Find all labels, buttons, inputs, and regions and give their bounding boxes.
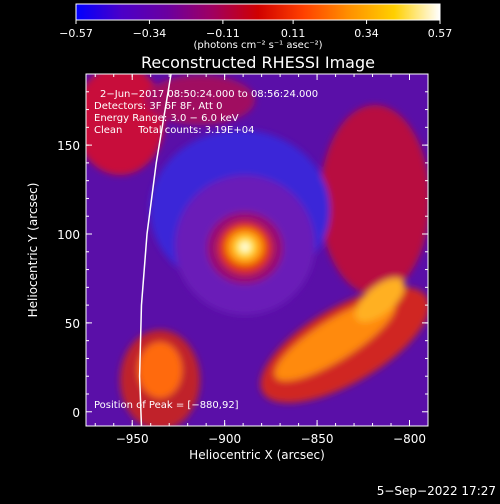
top-arc [145, 75, 255, 125]
detectors-label: Detectors: 3F 6F 8F, Att 0 [94, 101, 222, 112]
colorbar-tick-label: 0.57 [428, 27, 453, 40]
annotations: 2−Jun−2017 08:50:24.000 to 08:56:24.000 … [94, 89, 318, 411]
colorbar-tick-label: 0.11 [281, 27, 306, 40]
colorbar-tick-label: −0.57 [59, 27, 93, 40]
colorbar-tick-label: −0.34 [133, 27, 167, 40]
colorbar-tick-label: −0.11 [206, 27, 240, 40]
y-tick-label: 100 [57, 228, 80, 242]
colorbar-unit-label: (photons cm⁻² s⁻¹ asec⁻²) [193, 40, 322, 51]
colorbar-tick-label: 0.34 [354, 27, 379, 40]
right-bright-knot [355, 277, 405, 323]
plot-frame [85, 73, 429, 427]
y-axis-label: Heliocentric Y (arcsec) [26, 183, 40, 318]
core-peak [240, 242, 250, 252]
right-emission-band [320, 105, 428, 295]
chart-title: Reconstructed RHESSI Image [141, 53, 375, 72]
time-range-label: 2−Jun−2017 08:50:24.000 to 08:56:24.000 [100, 89, 318, 100]
x-tick-label: −950 [116, 432, 149, 446]
peak-position-label: Position of Peak = [−880,92] [94, 400, 239, 411]
y-tick-label: 150 [57, 139, 80, 153]
y-tick-label: 50 [65, 317, 80, 331]
x-tick-label: −900 [208, 432, 241, 446]
x-tick-label: −800 [393, 432, 426, 446]
footer-timestamp: 5−Sep−2022 17:27 [377, 484, 496, 498]
lower-left-bright-knot [138, 342, 182, 398]
x-axis-label: Heliocentric X (arcsec) [189, 448, 325, 462]
y-axis-ticks: 0 50 100 150 [57, 91, 428, 420]
colorbar-ticks: −0.57 −0.34 −0.11 0.11 0.34 0.57 [59, 20, 452, 40]
x-tick-label: −850 [301, 432, 334, 446]
y-tick-label: 0 [72, 406, 80, 420]
colorbar: −0.57 −0.34 −0.11 0.11 0.34 0.57 (photons cm⁻… [59, 3, 452, 51]
x-axis-ticks: −950 −900 −850 −800 [94, 74, 426, 446]
intensity-field [86, 74, 428, 426]
image-field [86, 74, 428, 426]
energy-range-label: Energy Range: 3.0 − 6.0 keV [94, 113, 239, 124]
solar-limb-line [138, 74, 172, 426]
clean-label: Clean Total counts: 3.19E+04 [94, 125, 254, 136]
colorbar-gradient [75, 3, 441, 21]
